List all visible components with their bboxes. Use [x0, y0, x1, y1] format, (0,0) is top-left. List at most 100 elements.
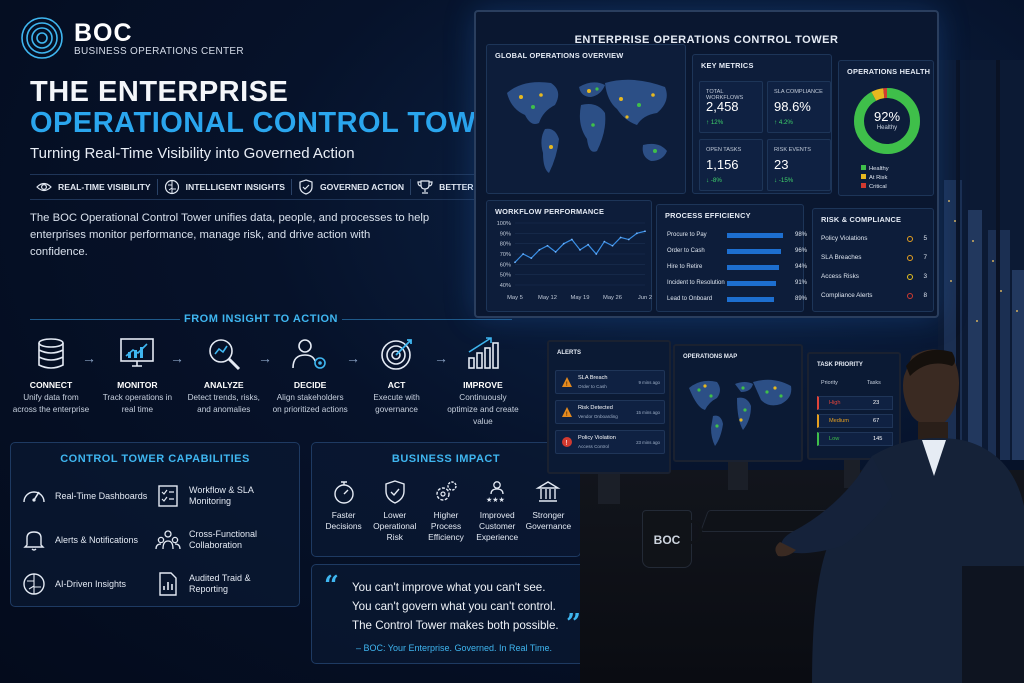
- health-value: 92%: [873, 109, 901, 124]
- flow-divider-left: [30, 319, 180, 320]
- target-icon: [380, 339, 412, 370]
- capability-collaboration: Cross-Functional Collaboration: [155, 523, 289, 557]
- capability-dashboards: Real-Time Dashboards: [21, 479, 155, 513]
- metric-delta: ↑ 4.2%: [774, 119, 793, 126]
- document-chart-icon: [159, 572, 177, 596]
- data-point: [530, 257, 533, 260]
- monitor-title: TASK PRIORITY: [817, 362, 863, 368]
- data-point: [514, 261, 516, 264]
- tile-title: WORKFLOW PERFORMANCE: [495, 207, 605, 216]
- data-point: [635, 232, 638, 235]
- metric-value: 98.6%: [774, 99, 811, 114]
- alerts-monitor[interactable]: ALERTS ! SLA Breach Order to Cash 9 mins…: [547, 340, 671, 474]
- brain-icon: [23, 573, 45, 595]
- y-tick-label: 60%: [500, 262, 511, 268]
- arrow-right-icon: →: [170, 350, 184, 366]
- risk-row: SLA Breaches 7: [821, 254, 927, 264]
- risk-label: Compliance Alerts: [821, 292, 873, 299]
- data-point: [611, 244, 614, 247]
- error-icon: !: [562, 437, 572, 447]
- risk-row: Compliance Alerts 8: [821, 292, 927, 302]
- alert-item[interactable]: ! Policy Violation Access Control 23 min…: [555, 430, 665, 454]
- process-bar: [727, 265, 780, 270]
- priority-row-medium[interactable]: Medium 67: [817, 414, 893, 428]
- metric-open-tasks: OPEN TASKS 1,156 ↓ -8%: [699, 139, 763, 191]
- risk-value: 8: [923, 292, 927, 299]
- quote-open-icon: “: [324, 571, 339, 601]
- step-desc: Align stakeholders on prioritized action…: [272, 393, 348, 414]
- step-desc: Unify data from across the enterprise: [12, 393, 90, 414]
- global-overview-tile[interactable]: GLOBAL OPERATIONS OVERVIEW: [486, 44, 686, 194]
- monitor-title: ALERTS: [557, 350, 581, 356]
- risk-status-dot: [907, 236, 913, 242]
- checklist-icon: [158, 485, 178, 507]
- metric-value: 1,156: [706, 157, 739, 172]
- y-tick-label: 100%: [497, 221, 511, 227]
- operations-health-tile[interactable]: OPERATIONS HEALTH 92% Healthy Healthy At…: [838, 60, 934, 196]
- quote-line: You can't govern what you can't control.: [352, 600, 556, 613]
- col-header-tasks: Tasks: [867, 380, 881, 386]
- metric-label: SLA COMPLIANCE: [774, 89, 823, 95]
- insight-to-action-flow: CONNECT Unify data from across the enter…: [12, 334, 522, 428]
- process-row: Incident to Resolution 91%: [667, 279, 807, 289]
- col-header-priority: Priority: [821, 380, 838, 386]
- risk-label: Access Risks: [821, 273, 859, 280]
- process-label: Order to Cash: [667, 248, 705, 254]
- svg-text:!: !: [566, 382, 568, 388]
- x-tick-label: Jun 2: [638, 295, 652, 301]
- metric-value: 23: [774, 157, 789, 172]
- key-metrics-tile[interactable]: KEY METRICS TOTAL WORKFLOWS 2,458 ↑ 12% …: [692, 54, 832, 194]
- x-tick-label: May 12: [538, 295, 557, 301]
- monitor-title: OPERATIONS MAP: [683, 354, 738, 360]
- radar-logo-icon: [21, 17, 63, 59]
- task-priority-monitor[interactable]: TASK PRIORITY Priority Tasks High 23 Med…: [807, 352, 901, 460]
- alert-time: 9 mins ago: [638, 380, 660, 385]
- quote-line: The Control Tower makes both possible.: [352, 619, 559, 632]
- process-efficiency-tile[interactable]: PROCESS EFFICIENCY Procure to Pay 98% Orde…: [656, 204, 807, 312]
- data-point: [579, 248, 581, 251]
- metric-value: 2,458: [706, 99, 739, 114]
- capability-label: Cross-Functional Collaboration: [189, 529, 258, 550]
- capabilities-title: CONTROL TOWER CAPABILITIES: [60, 453, 250, 465]
- alert-title: Risk Detected: [578, 405, 613, 411]
- metric-label: RISK EVENTS: [774, 147, 811, 153]
- monitor-stand: [598, 474, 620, 504]
- eye-icon: [36, 182, 52, 192]
- arrow-right-icon: →: [82, 350, 96, 366]
- y-tick-label: 90%: [500, 231, 511, 237]
- svg-text:!: !: [566, 412, 568, 418]
- priority-row-low[interactable]: Low 145: [817, 432, 893, 446]
- stopwatch-icon: [333, 481, 354, 504]
- shield-check-icon: [385, 480, 405, 504]
- risk-compliance-tile[interactable]: RISK & COMPLIANCE Policy Violations 5 SL…: [812, 208, 934, 312]
- hero-title-line2: OPERATIONAL CONTROL TOWER: [30, 107, 518, 139]
- capability-label: Audited Traid & Reporting: [189, 573, 251, 594]
- risk-value: 3: [923, 273, 927, 280]
- legend-swatch-healthy: [861, 165, 866, 170]
- database-icon: [38, 338, 64, 369]
- data-point: [562, 242, 565, 245]
- capabilities-panel: CONTROL TOWER CAPABILITIES Real-Time Das…: [10, 442, 300, 607]
- process-label: Hire to Retire: [667, 264, 703, 270]
- svg-text:★★★: ★★★: [486, 496, 505, 504]
- alert-item[interactable]: ! SLA Breach Order to Cash 9 mins ago: [555, 370, 665, 394]
- legend-swatch-at-risk: [861, 174, 866, 179]
- risk-value: 7: [923, 254, 927, 261]
- operations-map-monitor[interactable]: OPERATIONS MAP: [673, 344, 803, 462]
- quote-panel: “ You can't improve what you can't see. …: [311, 564, 597, 664]
- process-pct: 94%: [794, 264, 807, 270]
- bell-icon: [23, 531, 45, 551]
- mug-logo-text: BOC: [653, 533, 681, 547]
- tile-title: RISK & COMPLIANCE: [821, 215, 902, 224]
- health-caption: Healthy: [876, 125, 898, 131]
- risk-value: 5: [923, 235, 927, 242]
- workflow-performance-tile[interactable]: WORKFLOW PERFORMANCE 100% 90% 80% 70% 60% 50%…: [486, 200, 652, 312]
- impact-label: Improved Customer Experience: [476, 510, 519, 542]
- impact-faster-decisions: Faster Decisions: [318, 479, 369, 543]
- priority-row-high[interactable]: High 23: [817, 396, 893, 410]
- alert-item[interactable]: ! Risk Detected Vendor Onboarding 15 min…: [555, 400, 665, 424]
- warning-icon: !: [562, 407, 572, 418]
- metric-delta: ↓ -8%: [706, 177, 722, 184]
- data-point: [554, 251, 557, 253]
- impact-process-efficiency: Higher Process Efficiency: [420, 479, 471, 543]
